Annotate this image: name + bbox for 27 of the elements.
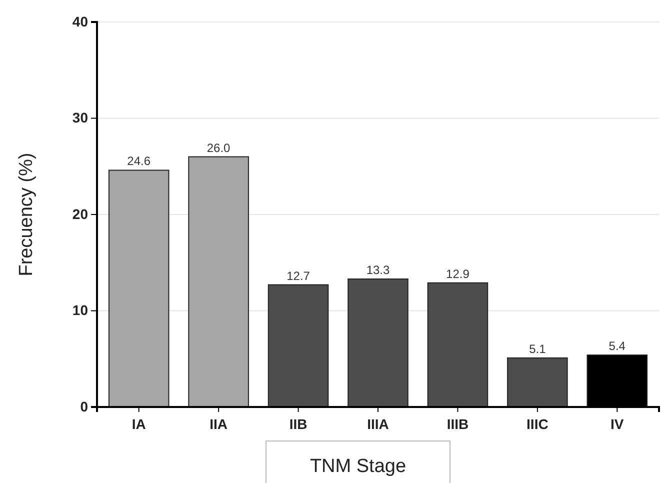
data-label: 13.3 bbox=[366, 262, 390, 277]
data-label: 12.7 bbox=[286, 268, 310, 283]
bar bbox=[268, 284, 329, 408]
y-axis-title: Frecuency (%) bbox=[16, 152, 37, 276]
x-tick-label: IA bbox=[132, 416, 146, 432]
x-tick-label: IV bbox=[610, 416, 624, 432]
y-tick-label: 0 bbox=[80, 398, 88, 414]
data-label: 5.1 bbox=[529, 342, 546, 356]
bar bbox=[108, 170, 170, 408]
y-tick-label: 10 bbox=[72, 302, 88, 318]
data-label: 24.6 bbox=[127, 154, 151, 168]
y-tick-label: 40 bbox=[72, 13, 88, 30]
bar bbox=[427, 282, 488, 408]
y-tick-label: 30 bbox=[72, 110, 88, 126]
bar bbox=[348, 278, 408, 408]
x-tick-label: IIB bbox=[289, 416, 308, 432]
x-tick-label: IIIC bbox=[526, 416, 548, 432]
bar bbox=[188, 156, 249, 408]
data-label: 12.9 bbox=[446, 266, 470, 281]
x-tick-label: IIIA bbox=[367, 416, 389, 432]
y-tick-label: 20 bbox=[72, 206, 88, 222]
x-axis-title: TNM Stage bbox=[310, 456, 406, 477]
data-label: 5.4 bbox=[608, 339, 626, 354]
x-tick-label: IIIB bbox=[446, 416, 469, 432]
data-label: 26.0 bbox=[206, 140, 231, 155]
x-tick-label: IIA bbox=[210, 416, 228, 432]
bar bbox=[507, 357, 568, 408]
